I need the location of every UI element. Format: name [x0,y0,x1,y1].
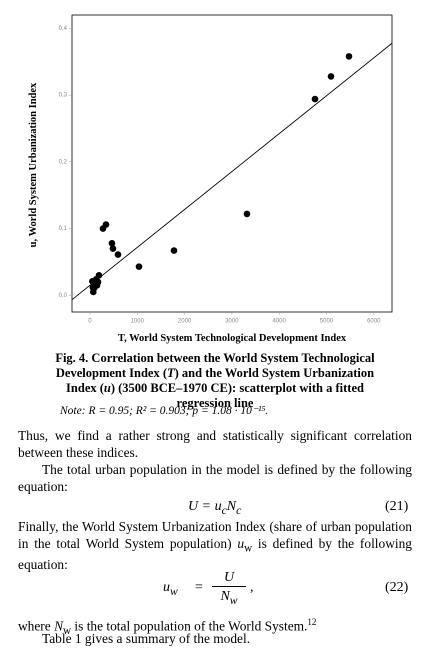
data-point [109,245,117,252]
y-axis-label: u, World System Urbanization Index [28,82,39,247]
paragraph: The total urban population in the model … [18,462,412,494]
text: N [54,618,63,634]
paragraph: where Nw is the total population of the … [18,614,412,640]
equation: U = ucNc [188,499,241,517]
paragraph: Table 1 gives a summary of the model. [42,631,251,646]
figure-caption: Fig. 4. Correlation between the World Sy… [40,351,390,411]
eq-part: w [229,593,238,607]
data-point [345,53,353,60]
footnote-mark: 12 [307,617,317,627]
x-tick-label: 6000 [367,319,381,325]
equation: uw [163,580,178,598]
data-point [170,247,178,254]
text: is the total population of the World Sys… [71,618,308,634]
data-point [243,210,251,218]
x-tick-label: 1000 [131,319,145,325]
text: where [18,618,55,634]
equation: Nw [212,589,246,609]
x-tick-label: 0 [88,319,92,325]
eq-part: U [212,570,246,587]
data-point [327,73,335,80]
caption-text: u [103,381,111,395]
text: w [244,542,253,555]
note: Note: R = 0.95; R² = 0.903; p = 1.08 · 1… [60,403,427,420]
caption-text: Fig. 4. Correlation between the World Sy… [55,351,375,380]
paragraph: Thus, we find a rather strong and statis… [18,428,412,460]
y-tick-label: 0,0 [59,293,68,299]
data-point [114,251,122,258]
eq-part: u [214,499,222,514]
data-point [94,278,102,286]
regression-line [71,42,393,301]
x-axis-label: T, World System Technological Developmen… [118,333,347,344]
equation-number: (22) [385,580,409,595]
chart: T, World System Technological Developmen… [28,14,393,344]
eq-part: , [250,580,254,595]
eq-part: = [195,580,203,595]
note-text: R = 0.95; R² = 0.903; p = 1.08 · 10⁻¹⁵. [88,405,269,417]
y-tick-label: 0,2 [59,159,68,165]
x-tick-label: 3000 [225,319,239,325]
x-tick-label: 2000 [178,319,192,325]
data-point [99,225,107,232]
data-point [311,95,319,103]
equation-number: (21) [385,499,409,514]
y-tick-label: 0,1 [59,226,68,232]
x-tick-label: 5000 [320,319,334,325]
data-point [135,263,143,270]
data-point [108,239,116,247]
text: w [63,625,72,638]
text: u [237,535,245,551]
y-tick-label: 0,4 [59,26,68,32]
eq-part: N [226,499,237,514]
y-tick-label: 0,3 [59,93,68,99]
caption-text: ) (3500 BCE–1970 CE): scatterplot with a… [110,381,364,410]
eq-part: c [221,503,227,517]
eq-part: N [220,589,230,604]
text: Finally, the World System Urbanization I… [18,519,412,551]
eq-part: w [170,584,178,598]
caption-text: T [167,366,175,380]
text: is defined by the following equation: [18,535,412,572]
data-point [89,277,96,285]
paragraph: Finally, the World System Urbanization I… [18,519,412,573]
x-tick-label: 4000 [273,319,287,325]
eq-part: U = [188,499,215,514]
eq-part: u [163,580,170,595]
caption-text: ) and the World System Urbanization Inde… [66,366,375,395]
note-label: Note: [60,405,86,417]
plot-frame [71,14,393,313]
eq-part: c [236,503,242,517]
